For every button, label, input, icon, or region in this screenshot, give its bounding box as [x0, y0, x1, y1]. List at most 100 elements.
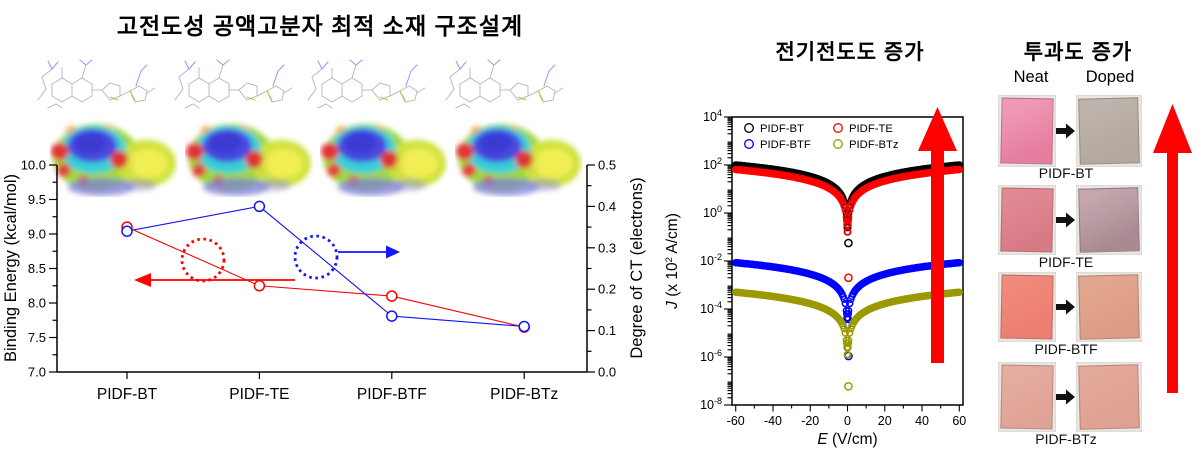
- neat-column-header: Neat: [1013, 68, 1049, 86]
- category-label-PIDF-BTF: PIDF-BTF: [357, 386, 427, 403]
- svg-text:20: 20: [878, 414, 892, 428]
- svg-text:0.5: 0.5: [598, 158, 616, 173]
- zero-field-point-PIDF-BTz: [844, 381, 853, 391]
- left-chart: 7.0 7.5 8.0 8.5 9.0 9.5 10.0 0.0 0.1 0.2 0.3 0.4 0.5…: [2, 59, 646, 403]
- legend-label-PIDF-BTz: PIDF-BTz: [849, 139, 899, 151]
- doping-arrow-PIDF-BTz: [1056, 389, 1075, 405]
- doped-film-photo-PIDF-BT: [1076, 95, 1142, 167]
- svg-text:9.0: 9.0: [28, 227, 46, 242]
- neat-film-photo-PIDF-TE: [998, 185, 1056, 255]
- zero-field-point-PIDF-BT: [844, 238, 853, 248]
- neat-film-square-PIDF-TE: [1000, 187, 1054, 253]
- neat-film-photo-PIDF-BT: [998, 95, 1056, 167]
- svg-text:10-2: 10-2: [700, 252, 722, 268]
- legend-label-PIDF-BT: PIDF-BT: [760, 123, 804, 135]
- svg-text:10-4: 10-4: [700, 300, 722, 316]
- blue-dotted-circle: [293, 234, 339, 280]
- middle-chart: 104 102 100 10-2 10-4 10-6 10-8 -60 -40 -20 0 20 40 6…: [664, 107, 966, 448]
- middle-chart-tick-labels: 104 102 100 10-2 10-4 10-6 10-8 -60 -40 -20 0 20 40 6…: [700, 108, 966, 428]
- molecule-wireframe-PIDF-TE: [174, 59, 293, 109]
- svg-text:9.5: 9.5: [28, 192, 46, 207]
- scatter-series-PIDF-BTF: [731, 258, 964, 361]
- neat-film-photo-PIDF-BTF: [998, 272, 1056, 342]
- neat-film-square-PIDF-BT: [1000, 97, 1054, 165]
- doping-arrow-PIDF-BTF: [1056, 299, 1075, 315]
- esp-map-PIDF-TE: [186, 124, 311, 196]
- left-panel-title: 고전도성 공액고분자 최적 소재 구조설계: [116, 13, 524, 39]
- svg-text:0.3: 0.3: [598, 240, 616, 255]
- left-chart-annotations: [134, 234, 400, 287]
- scatter-series-PIDF-TE: [731, 165, 964, 283]
- doping-arrow-PIDF-TE: [1056, 212, 1075, 228]
- film-row-PIDF-BTF: [985, 272, 1160, 342]
- doped-film-photo-PIDF-TE: [1076, 185, 1142, 255]
- film-row-PIDF-TE: [985, 185, 1160, 255]
- molecule-wireframe-PIDF-BTz: [445, 59, 564, 109]
- doped-film-square-PIDF-BTz: [1078, 364, 1140, 430]
- neat-film-square-PIDF-BTz: [1000, 364, 1054, 430]
- right-panel-title: 투과도 증가: [1023, 41, 1133, 64]
- svg-text:10-8: 10-8: [700, 396, 722, 412]
- left-chart-axes: [56, 165, 588, 373]
- molecule-wireframe-PIDF-BTF: [307, 59, 426, 109]
- film-row-label-PIDF-BT: PIDF-BT: [1038, 165, 1094, 181]
- category-label-PIDF-BTz: PIDF-BTz: [490, 386, 558, 403]
- neat-film-photo-PIDF-BTz: [998, 362, 1056, 432]
- neat-film-square-PIDF-BTF: [1000, 274, 1054, 340]
- middle-chart-ticks: [724, 116, 960, 412]
- svg-text:102: 102: [703, 156, 722, 172]
- svg-text:-20: -20: [801, 414, 819, 428]
- left-chart-tick-labels: 7.0 7.5 8.0 8.5 9.0 9.5 10.0 0.0 0.1 0.2 0.3 0.4 0.5: [21, 158, 616, 380]
- red-left-arrowhead: [134, 273, 151, 287]
- doped-film-photo-PIDF-BTF: [1076, 272, 1142, 342]
- svg-text:8.0: 8.0: [28, 296, 46, 311]
- molecule-wireframe-PIDF-BT: [37, 59, 156, 109]
- red-dotted-circle: [180, 237, 226, 283]
- middle-panel-title: 전기전도도 증가: [775, 41, 925, 64]
- doped-film-square-PIDF-BTF: [1078, 274, 1140, 340]
- category-label-PIDF-TE: PIDF-TE: [229, 386, 289, 403]
- esp-map-PIDF-BT: [51, 124, 176, 196]
- svg-text:10.0: 10.0: [21, 158, 46, 173]
- middle-chart-legend: PIDF-BT PIDF-TE PIDF-BTF PIDF-BTz: [744, 123, 899, 151]
- film-row-label-PIDF-BTz: PIDF-BTz: [1035, 431, 1097, 447]
- svg-text:104: 104: [703, 108, 722, 124]
- svg-text:10-6: 10-6: [700, 348, 722, 364]
- svg-text:0.1: 0.1: [598, 323, 616, 338]
- legend-marker-PIDF-BTF: [744, 139, 754, 149]
- doped-film-photo-PIDF-BTz: [1076, 362, 1142, 432]
- svg-text:0.0: 0.0: [598, 365, 616, 380]
- conductivity-up-arrow: [918, 107, 957, 363]
- svg-text:40: 40: [915, 414, 929, 428]
- zero-field-point-PIDF-TE: [844, 273, 853, 283]
- blue-right-arrowhead: [386, 245, 400, 259]
- svg-text:-40: -40: [764, 414, 782, 428]
- legend-label-PIDF-TE: PIDF-TE: [849, 123, 893, 135]
- transmittance-up-arrow: [1153, 104, 1192, 393]
- right-y-axis-label: Degree of CT (electrons): [628, 177, 646, 358]
- film-row-PIDF-BTz: [985, 362, 1160, 432]
- svg-text:0.2: 0.2: [598, 282, 616, 297]
- svg-text:8.5: 8.5: [28, 261, 46, 276]
- legend-label-PIDF-BTF: PIDF-BTF: [760, 139, 811, 151]
- legend-marker-PIDF-BT: [744, 123, 754, 133]
- left-y-axis-label: Binding Energy (kcal/mol): [2, 174, 20, 362]
- middle-x-axis-label: E (V/cm): [817, 431, 877, 448]
- legend-marker-PIDF-TE: [833, 123, 843, 133]
- esp-map-PIDF-BTF: [321, 124, 446, 196]
- film-row-label-PIDF-BTF: PIDF-BTF: [1034, 341, 1098, 357]
- scatter-series-PIDF-BTz: [731, 288, 964, 391]
- category-label-PIDF-BT: PIDF-BT: [97, 386, 158, 403]
- svg-text:60: 60: [952, 414, 966, 428]
- doping-arrow-PIDF-BT: [1056, 123, 1075, 139]
- middle-chart-frame: [731, 116, 964, 406]
- svg-text:-60: -60: [727, 414, 745, 428]
- series-binding-energy: [121, 221, 530, 333]
- legend-marker-PIDF-BTz: [833, 139, 843, 149]
- svg-text:0: 0: [844, 414, 851, 428]
- esp-map-PIDF-BTz: [456, 124, 581, 196]
- svg-text:7.0: 7.0: [28, 365, 46, 380]
- doped-column-header: Doped: [1085, 68, 1135, 86]
